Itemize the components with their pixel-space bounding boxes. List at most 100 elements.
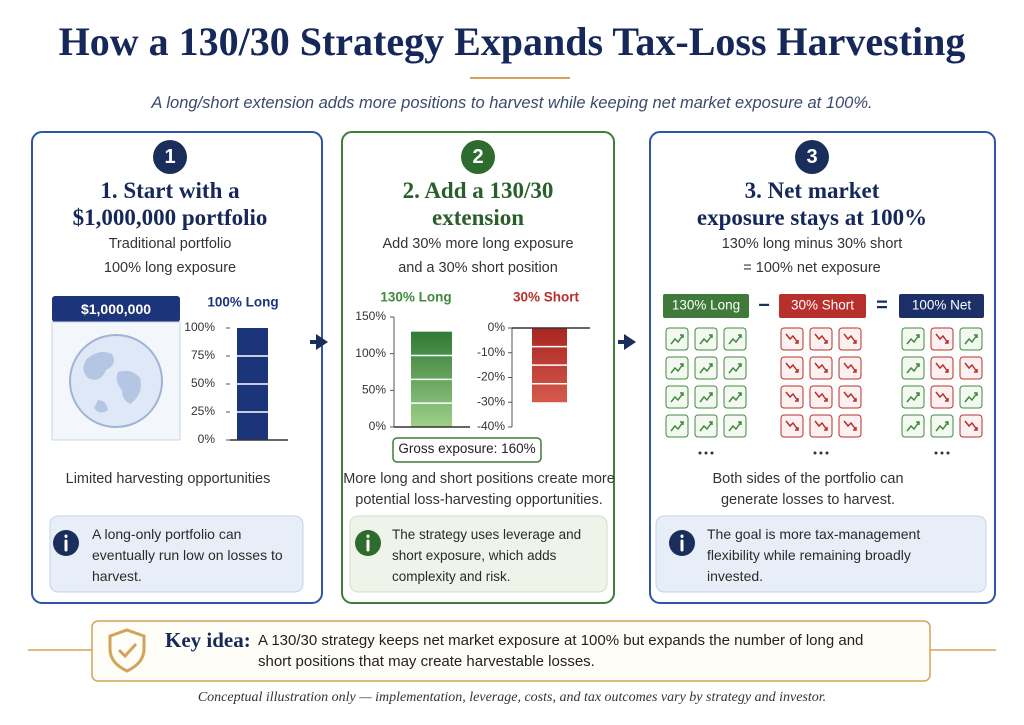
step-number: 2: [472, 146, 484, 168]
position-arrow: [699, 363, 713, 374]
description: 130% long minus 30% short: [721, 236, 903, 252]
subtitle: A long/short extension adds more positio…: [151, 94, 873, 112]
y-tick-label: 50%: [362, 383, 386, 397]
y-tick-label: -40%: [477, 419, 505, 433]
caption: More long and short positions create mor…: [343, 471, 615, 487]
position-icon: [780, 414, 804, 438]
position-icon: [959, 385, 983, 409]
panel-frame: [341, 131, 615, 604]
position-icon: [809, 385, 833, 409]
position-arrow: [964, 334, 978, 345]
caption: generate losses to harvest.: [720, 492, 896, 508]
y-tick-label: 100%: [355, 346, 386, 360]
position-arrow: [906, 363, 920, 374]
y-tick-label: 150%: [355, 309, 386, 323]
more-dot: [710, 451, 714, 455]
operator: =: [876, 294, 888, 316]
position-icon: [665, 385, 689, 409]
note: The goal is more tax-management flexibil…: [707, 526, 921, 584]
note-box: [655, 515, 987, 593]
y-tick-label: 100%: [184, 320, 215, 334]
key-text: A 130/30 strategy keeps net market expos…: [258, 632, 864, 670]
info-glyph: [64, 534, 684, 552]
more-dot: [825, 451, 829, 455]
summary-box: [899, 294, 984, 318]
position-icon: [723, 385, 747, 409]
chart-label: 130% Long: [380, 290, 451, 305]
position-icon: [723, 414, 747, 438]
position-arrow: [906, 334, 920, 345]
y-tick-label: 0%: [488, 320, 506, 334]
position-icon: [838, 327, 862, 351]
summary-box: [663, 294, 749, 318]
amount-badge: [52, 296, 180, 322]
summary-label: 130% Long: [672, 298, 740, 313]
panel-title: 3. Net market: [744, 178, 880, 203]
position-icon: [809, 414, 833, 438]
check: [117, 642, 138, 659]
caption: Both sides of the portfolio can: [712, 471, 904, 487]
panel-title: $1,000,000 portfolio: [72, 205, 268, 230]
description: Add 30% more long exposure: [382, 236, 574, 252]
shield: [108, 628, 146, 673]
position-icon: [901, 356, 925, 380]
panel-title: extension: [432, 205, 524, 230]
position-icon: [838, 356, 862, 380]
summary-label: 100% Net: [912, 298, 972, 313]
more-dot: [819, 451, 823, 455]
step-number: 1: [164, 146, 176, 168]
position-arrow: [670, 421, 684, 432]
gross-exposure: Gross exposure: 160%: [398, 441, 536, 456]
position-icon: [723, 327, 747, 351]
step-number: 3: [806, 146, 818, 168]
position-arrow: [670, 334, 684, 345]
position-icon: [694, 385, 718, 409]
position-arrow: [964, 392, 978, 403]
summary-label: 30% Short: [791, 298, 854, 313]
position-arrow: [843, 420, 857, 431]
position-arrow: [728, 421, 742, 432]
position-arrow: [699, 421, 713, 432]
more-dot: [698, 451, 702, 455]
position-arrow: [935, 333, 949, 344]
position-icon: [665, 356, 689, 380]
note: A long-only portfolio can eventually run…: [92, 526, 283, 584]
position-icon: [959, 414, 983, 438]
position-arrow: [785, 391, 799, 402]
position-icon: [930, 356, 954, 380]
position-icon: [665, 414, 689, 438]
position-arrow: [728, 363, 742, 374]
position-arrow: [814, 420, 828, 431]
position-arrow: [843, 391, 857, 402]
position-icon: [694, 414, 718, 438]
position-icon: [930, 327, 954, 351]
arrow: [310, 334, 328, 350]
description: = 100% net exposure: [743, 260, 881, 276]
position-arrow: [785, 362, 799, 373]
gross-box: [392, 437, 542, 463]
position-icon: [780, 385, 804, 409]
position-icon: [901, 414, 925, 438]
more-dot: [934, 451, 938, 455]
chart-label: 30% Short: [513, 290, 580, 305]
position-arrow: [699, 392, 713, 403]
position-icon: [930, 385, 954, 409]
position-icon: [959, 356, 983, 380]
position-icon: [723, 356, 747, 380]
note-box: [49, 515, 304, 593]
y-tick-label: 0%: [198, 432, 216, 446]
position-icon: [809, 327, 833, 351]
summary-box: [779, 294, 866, 318]
position-arrow: [964, 420, 978, 431]
position-arrow: [785, 420, 799, 431]
y-tick-label: 50%: [191, 376, 215, 390]
step-badge: [795, 140, 829, 174]
position-arrow: [843, 362, 857, 373]
panel-title: 2. Add a 130/30: [402, 178, 554, 203]
position-arrow: [728, 334, 742, 345]
more-dot: [704, 451, 708, 455]
step-badge: [461, 140, 495, 174]
chart-label: 100% Long: [207, 295, 278, 310]
